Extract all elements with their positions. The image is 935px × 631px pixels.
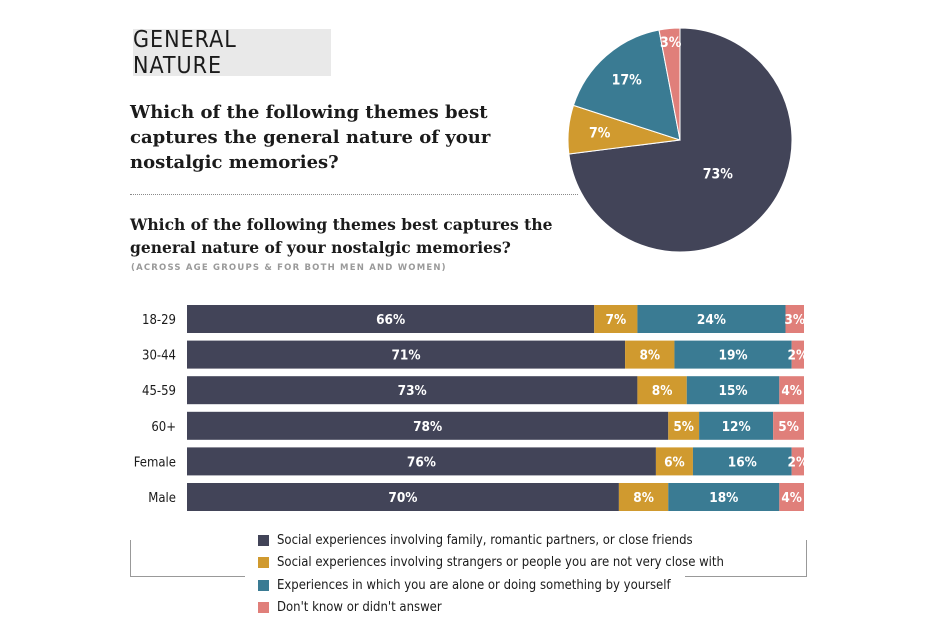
bar-value-label: 24%	[697, 312, 726, 328]
pie-slice-label: 17%	[612, 73, 643, 89]
bar-category-label: Female	[134, 455, 176, 470]
bar-segment	[668, 411, 700, 440]
legend-label: Social experiences involving family, rom…	[277, 532, 693, 548]
legend-swatch	[258, 557, 269, 569]
legend: Social experiences involving family, rom…	[258, 529, 724, 619]
bar-question-title: Which of the following themes best captu…	[130, 215, 553, 257]
bar-segment	[692, 447, 792, 476]
bar-value-label: 4%	[781, 383, 802, 399]
bar-segment	[655, 447, 693, 476]
legend-swatch	[258, 602, 269, 614]
bar-value-label: 15%	[719, 383, 748, 399]
bar-segment	[594, 305, 638, 333]
stacked-bar-chart: 18-29 66% 7% 24% 3% 30-44 71% 8% 19% 2% 45-59 73% 8%…	[133, 305, 809, 511]
bar-segment	[637, 305, 786, 333]
bar-segment	[187, 411, 669, 440]
legend-item-social-close: Social experiences involving family, rom…	[258, 529, 724, 552]
bar-segment	[686, 376, 780, 405]
bar-segment	[668, 483, 780, 511]
bar-value-label: 8%	[639, 348, 660, 364]
pie-slice-label: 73%	[703, 166, 734, 182]
bar-value-label: 76%	[407, 454, 436, 470]
bar-value-label: 2%	[788, 454, 809, 470]
bar-value-label: 70%	[388, 490, 417, 506]
legend-label: Experiences in which you are alone or do…	[277, 577, 671, 593]
pie-question-title: Which of the following themes best captu…	[130, 102, 491, 173]
legend-item-dont-know: Don't know or didn't answer	[258, 597, 724, 620]
legend-label: Social experiences involving strangers o…	[277, 555, 724, 571]
bar-segment	[637, 376, 687, 405]
bar-value-label: 8%	[652, 383, 673, 399]
dotted-divider	[130, 194, 578, 195]
bar-value-label: 3%	[784, 312, 805, 328]
bar-value-label: 73%	[398, 383, 427, 399]
pie-slice-label: 3%	[660, 35, 682, 51]
bar-category-label: 60+	[151, 420, 176, 435]
bar-segment	[699, 411, 774, 440]
legend-swatch	[258, 579, 269, 591]
bar-category-label: 45-59	[142, 384, 176, 399]
bar-segment	[785, 305, 804, 333]
bar-value-label: 19%	[719, 348, 748, 364]
bar-value-label: 2%	[788, 348, 809, 364]
bar-segment	[791, 340, 804, 369]
bar-segment	[779, 376, 804, 405]
legend-item-social-strangers: Social experiences involving strangers o…	[258, 552, 724, 575]
bar-value-label: 6%	[664, 454, 685, 470]
bar-segment	[187, 305, 595, 333]
bar-segment	[773, 411, 804, 440]
bar-value-label: 66%	[376, 312, 405, 328]
bar-segment	[187, 340, 626, 369]
bar-segment	[791, 447, 804, 476]
bar-segment	[779, 483, 804, 511]
pie-slice	[658, 27, 681, 141]
legend-label: Don't know or didn't answer	[277, 600, 442, 616]
legend-swatch	[258, 534, 269, 546]
bar-value-label: 7%	[606, 312, 627, 328]
bar-segment	[187, 483, 619, 511]
bar-value-label: 8%	[633, 490, 654, 506]
bar-category-label: 18-29	[142, 313, 176, 328]
bar-segment	[187, 376, 638, 405]
bar-value-label: 5%	[778, 419, 799, 435]
bar-value-label: 12%	[722, 419, 751, 435]
bar-segment	[625, 340, 675, 369]
bar-value-label: 18%	[709, 490, 738, 506]
bar-value-label: 78%	[413, 419, 442, 435]
legend-item-alone: Experiences in which you are alone or do…	[258, 574, 724, 597]
bar-question-subtitle: (ACROSS AGE GROUPS & FOR BOTH MEN AND WO…	[131, 263, 447, 273]
bar-segment	[618, 483, 669, 511]
bar-segment	[187, 447, 656, 476]
pie-slice	[572, 29, 681, 141]
bar-value-label: 4%	[781, 490, 802, 506]
bar-category-label: Male	[148, 491, 176, 506]
bar-value-label: 5%	[673, 419, 694, 435]
bar-value-label: 16%	[728, 454, 757, 470]
section-tag: GENERAL NATURE	[133, 26, 331, 79]
bar-category-label: 30-44	[142, 349, 176, 364]
bar-segment	[674, 340, 792, 369]
section-tag-label: GENERAL NATURE	[133, 26, 237, 79]
pie-chart: 73% 7% 17% 3%	[567, 27, 793, 253]
pie-slice-label: 7%	[589, 125, 611, 141]
bar-value-label: 71%	[391, 348, 420, 364]
